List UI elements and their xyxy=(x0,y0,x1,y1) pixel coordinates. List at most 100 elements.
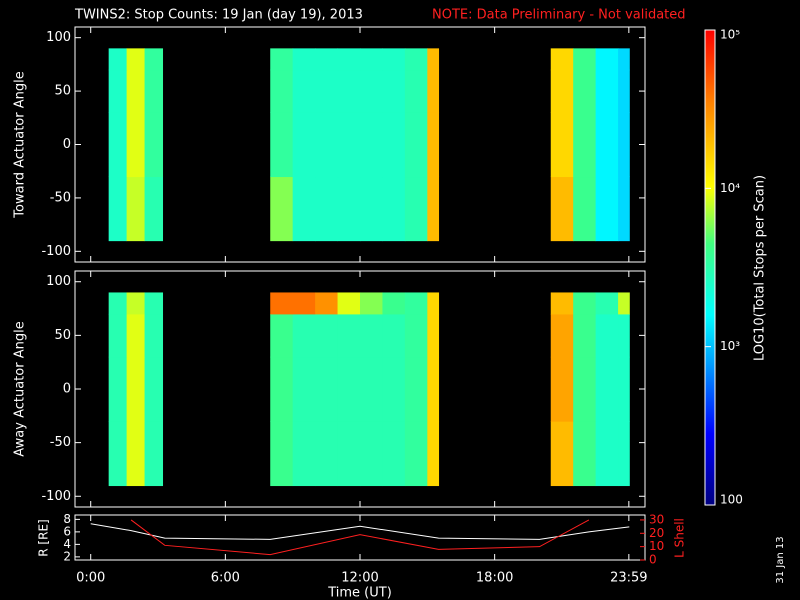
heat-cell xyxy=(144,292,164,315)
heat-cell xyxy=(315,292,339,315)
heat-cell xyxy=(595,176,619,242)
heat-cell xyxy=(292,112,316,178)
heat-cell xyxy=(292,421,316,487)
heat-cell xyxy=(144,48,164,71)
heat-cell xyxy=(337,112,361,178)
colorbar-tick-label: 100 xyxy=(720,493,743,507)
heat-cell xyxy=(427,313,440,358)
heat-cell xyxy=(382,292,406,315)
y-tick-label: 0 xyxy=(63,382,71,397)
series-line xyxy=(90,523,630,540)
heat-cell xyxy=(618,176,630,242)
y-tick-label: 8 xyxy=(63,512,71,526)
heat-cell xyxy=(337,356,361,422)
heat-cell xyxy=(382,176,406,242)
heat-cell xyxy=(126,421,146,487)
heat-cell xyxy=(550,313,574,358)
heat-cell xyxy=(108,421,128,487)
heat-cell xyxy=(144,421,164,487)
heat-cell xyxy=(382,356,406,422)
heat-cell xyxy=(360,112,383,178)
heat-cell xyxy=(144,176,164,242)
heat-cell xyxy=(618,48,630,71)
y-tick-label: 0 xyxy=(63,137,71,152)
heat-cell xyxy=(108,292,128,315)
y2-tick-label: 30 xyxy=(649,512,664,526)
colorbar xyxy=(704,29,716,506)
heat-cell xyxy=(550,112,574,178)
heat-cell xyxy=(573,176,597,242)
y-axis-label: Toward Actuator Angle xyxy=(13,71,28,218)
heat-cell xyxy=(404,69,428,113)
heat-cell xyxy=(427,356,440,422)
heat-cell xyxy=(270,69,294,113)
colorbar-label: LOG10(Total Stops per Scan) xyxy=(753,175,768,361)
heat-cell xyxy=(595,69,619,113)
y-tick-label: 100 xyxy=(46,30,71,45)
heat-cell xyxy=(550,292,574,315)
heat-cell xyxy=(427,292,440,315)
heat-cell xyxy=(427,112,440,178)
x-tick-label: 6:00 xyxy=(211,571,240,586)
heat-cell xyxy=(595,292,619,315)
heat-cell xyxy=(404,48,428,71)
heat-cell xyxy=(382,69,406,113)
heat-cell xyxy=(126,356,146,422)
heat-cell xyxy=(360,176,383,242)
heat-cell xyxy=(270,313,294,358)
colorbar-tick-label: 10⁴ xyxy=(720,181,740,195)
x-tick-label: 0:00 xyxy=(76,571,105,586)
heat-cell xyxy=(292,176,316,242)
y-tick-label: 50 xyxy=(54,84,71,99)
heat-cell xyxy=(550,356,574,422)
heat-cell xyxy=(595,112,619,178)
series-line xyxy=(130,519,590,556)
y-tick-label: 2 xyxy=(63,549,71,563)
heat-cell xyxy=(144,313,164,358)
heat-cell xyxy=(315,69,339,113)
y-axis-label: R [RE] xyxy=(37,519,51,556)
x-tick-label: 18:00 xyxy=(476,571,513,586)
heat-cell xyxy=(292,48,316,71)
heat-cell xyxy=(292,313,316,358)
heat-cell xyxy=(618,421,630,487)
heat-cell xyxy=(360,292,383,315)
heat-cell xyxy=(126,292,146,315)
heat-cell xyxy=(618,69,630,113)
y-tick-label: -50 xyxy=(50,435,71,450)
heat-cell xyxy=(108,313,128,358)
heat-cell xyxy=(144,112,164,178)
heat-cell xyxy=(270,292,294,315)
heat-cell xyxy=(144,356,164,422)
heat-cell xyxy=(108,356,128,422)
x-tick-label: 23:59 xyxy=(610,571,647,586)
heat-cell xyxy=(270,112,294,178)
chart-title: TWINS2: Stop Counts: 19 Jan (day 19), 20… xyxy=(74,8,363,23)
heat-cell xyxy=(337,292,361,315)
y-tick-label: 4 xyxy=(63,537,71,551)
heat-cell xyxy=(550,176,574,242)
heat-cell xyxy=(595,356,619,422)
y-tick-label: 50 xyxy=(54,328,71,343)
heat-cell xyxy=(573,292,597,315)
y-tick-label: -100 xyxy=(41,489,71,504)
heat-cell xyxy=(573,421,597,487)
x-tick-label: 12:00 xyxy=(341,571,378,586)
heat-cell xyxy=(126,112,146,178)
heat-cell xyxy=(108,69,128,113)
y2-tick-label: 0 xyxy=(649,553,657,567)
heat-cell xyxy=(292,69,316,113)
heat-cell xyxy=(337,421,361,487)
heat-cell xyxy=(315,421,339,487)
heat-cell xyxy=(126,313,146,358)
heat-cell xyxy=(315,356,339,422)
heat-cell xyxy=(427,48,440,71)
heat-cell xyxy=(315,176,339,242)
heat-cell xyxy=(550,421,574,487)
heat-cell xyxy=(550,48,574,71)
heat-cell xyxy=(595,313,619,358)
heat-cell xyxy=(360,356,383,422)
heat-cell xyxy=(144,69,164,113)
heat-cell xyxy=(270,48,294,71)
